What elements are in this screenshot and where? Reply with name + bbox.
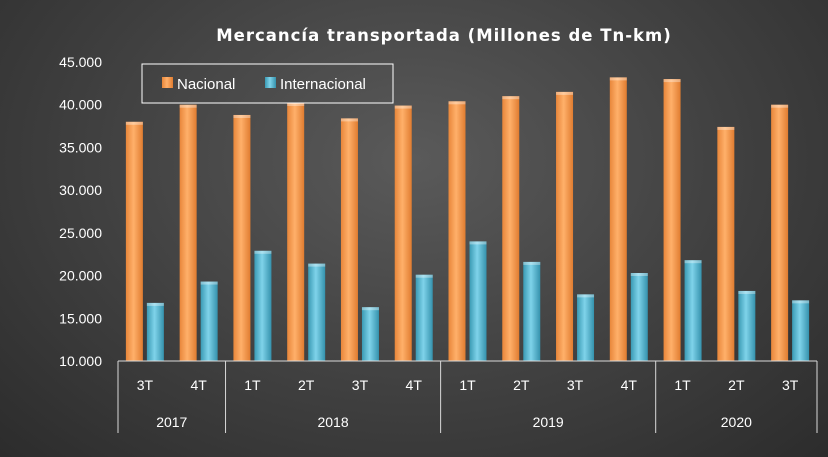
x-axis: 3T 4T 2017 1T 2T 3T 4T 2018 1T 2T 3T 4T 2019 1T 2T 3T 20… <box>117 360 818 433</box>
bar-nacional-top <box>125 121 143 125</box>
bar-internacional-top <box>415 274 433 278</box>
x-tick-label: 1T <box>244 377 261 393</box>
bar-nacional <box>717 126 735 361</box>
bar-internacional <box>684 260 702 361</box>
bar-internacional-top <box>254 250 272 254</box>
bar-nacional-top <box>663 79 681 83</box>
x-tick-label: 2T <box>298 377 315 393</box>
bar-internacional-top <box>308 263 326 267</box>
x-group-label: 2017 <box>156 414 187 430</box>
bar-nacional-top <box>717 126 735 130</box>
bar-internacional <box>630 273 648 361</box>
bar-nacional <box>233 114 251 361</box>
bar-nacional <box>502 96 520 362</box>
x-tick-label: 3T <box>782 377 799 393</box>
bar-nacional <box>771 104 789 361</box>
y-tick-label: 15.000 <box>59 310 102 326</box>
bar-nacional <box>663 79 681 361</box>
bar-internacional-top <box>684 260 702 264</box>
legend-label-nacional: Nacional <box>177 76 235 93</box>
bar-nacional-top <box>287 103 305 107</box>
bar-nacional <box>125 121 143 361</box>
bars <box>125 77 810 362</box>
bar-internacional-top <box>361 307 379 311</box>
bar-nacional-top <box>502 96 520 100</box>
bar-internacional <box>738 290 756 361</box>
y-tick-label: 30.000 <box>59 182 102 198</box>
legend-label-internacional: Internacional <box>280 76 366 93</box>
bar-internacional <box>200 281 218 361</box>
bar-nacional <box>448 101 466 361</box>
bar-nacional <box>609 77 627 362</box>
x-tick-label: 1T <box>674 377 691 393</box>
x-tick-label: 4T <box>406 377 423 393</box>
bar-internacional-top <box>146 302 164 306</box>
bar-internacional-top <box>469 241 487 245</box>
bar-nacional <box>287 103 305 362</box>
legend-swatch-internacional <box>265 77 276 88</box>
x-tick-label: 3T <box>567 377 584 393</box>
x-tick-label: 2T <box>728 377 745 393</box>
chart-title: Mercancía transportada (Millones de Tn-k… <box>216 26 672 45</box>
bar-nacional-top <box>771 104 789 108</box>
y-tick-label: 25.000 <box>59 225 102 241</box>
bar-internacional-top <box>577 294 595 298</box>
x-tick-label: 4T <box>190 377 207 393</box>
bar-internacional-top <box>738 290 756 294</box>
x-group-label: 2018 <box>317 414 348 430</box>
y-tick-label: 35.000 <box>59 139 102 155</box>
y-tick-label: 10.000 <box>59 353 102 369</box>
bar-internacional <box>469 241 487 361</box>
bar-internacional <box>415 274 433 361</box>
bar-internacional <box>577 294 595 361</box>
legend-box <box>141 63 394 104</box>
bar-nacional-top <box>340 118 358 122</box>
bar-internacional <box>523 261 541 361</box>
bar-internacional <box>254 250 272 361</box>
bar-nacional <box>556 91 574 362</box>
x-group-label: 2020 <box>721 414 752 430</box>
bar-nacional-top <box>448 101 466 105</box>
bar-nacional-top <box>394 105 412 109</box>
bar-internacional <box>361 307 379 361</box>
legend-swatch-nacional <box>162 77 173 88</box>
bar-internacional-top <box>523 261 541 265</box>
x-tick-label: 4T <box>621 377 638 393</box>
y-tick-label: 45.000 <box>59 54 102 70</box>
bar-nacional-top <box>233 114 251 118</box>
bar-nacional <box>179 104 197 361</box>
y-tick-label: 40.000 <box>59 97 102 113</box>
x-tick-label: 3T <box>137 377 154 393</box>
y-tick-label: 20.000 <box>59 268 102 284</box>
bar-internacional-top <box>792 300 810 304</box>
bar-nacional-top <box>179 104 197 108</box>
bar-nacional-top <box>556 91 574 95</box>
bar-internacional-top <box>630 273 648 277</box>
legend: Nacional Internacional <box>141 63 394 104</box>
bar-internacional <box>792 300 810 361</box>
bar-internacional-top <box>200 281 218 285</box>
bar-nacional <box>340 118 358 361</box>
x-tick-label: 3T <box>352 377 369 393</box>
bar-internacional <box>308 263 326 361</box>
x-tick-label: 1T <box>459 377 476 393</box>
bar-nacional <box>394 105 412 361</box>
bar-nacional-top <box>609 77 627 81</box>
x-tick-label: 2T <box>513 377 530 393</box>
y-axis: 10.000 15.000 20.000 25.000 30.000 35.000 40.0… <box>59 54 102 369</box>
bar-internacional <box>146 302 164 361</box>
x-group-label: 2019 <box>533 414 564 430</box>
